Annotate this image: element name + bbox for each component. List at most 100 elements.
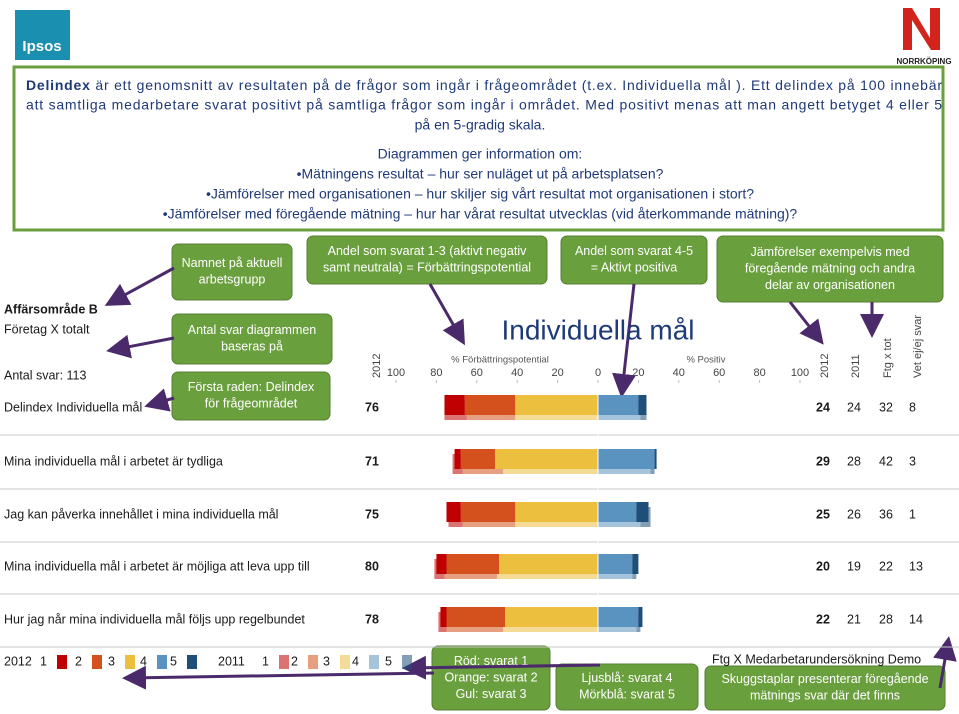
callout-text: Antal svar diagrammen xyxy=(188,323,317,337)
callout-text: Mörkblå: svarat 5 xyxy=(579,688,675,702)
column-header: 2011 xyxy=(850,354,862,378)
bar-segment xyxy=(460,502,516,522)
bar-segment xyxy=(598,502,637,522)
row-label: Mina individuella mål i arbetet är möjli… xyxy=(4,559,310,573)
row-value: 24 xyxy=(847,400,861,414)
count-label: Antal svar: 113 xyxy=(4,368,87,382)
callout-text: Andel som svarat 1-3 (aktivt negativ xyxy=(328,244,527,258)
callout-text: Andel som svarat 4-5 xyxy=(575,244,693,258)
legend-swatch xyxy=(369,655,379,669)
bar-segment xyxy=(494,449,598,469)
legend-swatch xyxy=(157,655,167,669)
logo-box xyxy=(15,10,70,60)
row-value: 8 xyxy=(909,400,916,414)
bar-segment xyxy=(598,607,639,627)
intro-bullet: •Mätningens resultat – hur ser nuläget u… xyxy=(297,166,664,182)
row-value: 28 xyxy=(879,612,893,626)
bar-segment xyxy=(446,607,506,627)
callout-box xyxy=(306,235,548,285)
column-header: 2012 xyxy=(371,354,383,378)
chart-title: Individuella mål xyxy=(502,314,695,345)
bar-segment xyxy=(454,449,461,469)
bar-segment xyxy=(464,395,516,415)
callout-text: Skuggstaplar presenterar föregående xyxy=(721,672,928,686)
x-tick-label: 80 xyxy=(430,367,442,379)
legend-key: 5 xyxy=(170,654,177,668)
row-value: 32 xyxy=(879,400,893,414)
bar-segment xyxy=(444,395,465,415)
row-value: 22 xyxy=(816,612,830,626)
row-value: 24 xyxy=(816,400,830,414)
intro-lead: Delindex xyxy=(26,77,90,93)
bar-segment xyxy=(446,502,461,522)
column-header: Ftg x tot xyxy=(882,338,894,378)
callout-box xyxy=(171,243,293,301)
bar-segment xyxy=(638,395,647,415)
row-value: 22 xyxy=(879,559,893,573)
intro-heading: Diagrammen ger information om: xyxy=(378,146,583,162)
legend-title: 2012 xyxy=(4,654,32,668)
axis-label: % Positiv xyxy=(686,355,725,366)
row-label: Delindex Individuella mål xyxy=(4,400,142,414)
bar-segment xyxy=(515,395,598,415)
legend-key: 3 xyxy=(323,654,330,668)
row-value: 25 xyxy=(816,507,830,521)
row-value: 19 xyxy=(847,559,861,573)
row-value: 26 xyxy=(847,507,861,521)
x-tick-label: 20 xyxy=(551,367,563,379)
area-label: Affärsområde B xyxy=(4,302,98,316)
row-value: 3 xyxy=(909,454,916,468)
company-label: Företag X totalt xyxy=(4,322,90,336)
legend-key: 3 xyxy=(108,654,115,668)
row-value: 28 xyxy=(847,454,861,468)
legend-key: 4 xyxy=(140,654,147,668)
legend-key: 2 xyxy=(75,654,82,668)
column-header: 2012 xyxy=(819,354,831,378)
bar-segment xyxy=(440,607,447,627)
bar-segment xyxy=(499,554,598,574)
x-tick-label: 0 xyxy=(595,367,601,379)
bar-segment xyxy=(654,449,657,469)
legend-swatch xyxy=(57,655,67,669)
intro-box xyxy=(12,65,945,232)
callout-text: delar av organisationen xyxy=(765,278,895,292)
bar-segment xyxy=(638,607,643,627)
row-value: 20 xyxy=(816,559,830,573)
brand-mark xyxy=(903,8,940,50)
footer: Ftg X Medarbetarundersökning Demo xyxy=(712,652,921,666)
legend-swatch xyxy=(187,655,197,669)
row-label: Mina individuella mål i arbetet är tydli… xyxy=(4,454,223,468)
x-tick-label: 40 xyxy=(511,367,523,379)
legend-title: 2011 xyxy=(218,654,245,668)
callout-text: samt neutrala) = Förbättringspotential xyxy=(323,261,531,275)
row-value: 21 xyxy=(847,612,861,626)
legend-key: 5 xyxy=(385,654,392,668)
row-value: 14 xyxy=(909,612,923,626)
callout-text: arbetsgrupp xyxy=(199,273,266,287)
callout-box xyxy=(704,665,946,711)
bar-segment xyxy=(505,607,598,627)
bar-segment xyxy=(460,449,495,469)
logo: Ipsos xyxy=(22,38,61,55)
bar-segment xyxy=(636,502,649,522)
legend-key: 1 xyxy=(262,654,269,668)
callout-text: Ljusblå: svarat 4 xyxy=(581,671,672,685)
bar-segment xyxy=(515,502,598,522)
intro-line: på en 5-gradig skala. xyxy=(415,117,546,133)
bar-segment xyxy=(436,554,447,574)
x-tick-label: 60 xyxy=(471,367,483,379)
intro-text: är ett genomsnitt av resultaten på de fr… xyxy=(91,77,943,93)
row-value: 1 xyxy=(909,507,916,521)
x-tick-label: 60 xyxy=(713,367,725,379)
arrows xyxy=(104,266,957,690)
brand: NORRKÖPING xyxy=(896,57,951,66)
intro-bullet: •Jämförelser med föregående mätning – hu… xyxy=(163,206,798,222)
row-value: 36 xyxy=(879,507,893,521)
row-value: 42 xyxy=(879,454,893,468)
bar-segment xyxy=(598,449,655,469)
callout-text: mätnings svar där det finns xyxy=(750,689,900,703)
callout-text: föregående mätning och andra xyxy=(745,261,915,275)
legend-swatch xyxy=(402,655,412,669)
legend-key: 2 xyxy=(291,654,298,668)
